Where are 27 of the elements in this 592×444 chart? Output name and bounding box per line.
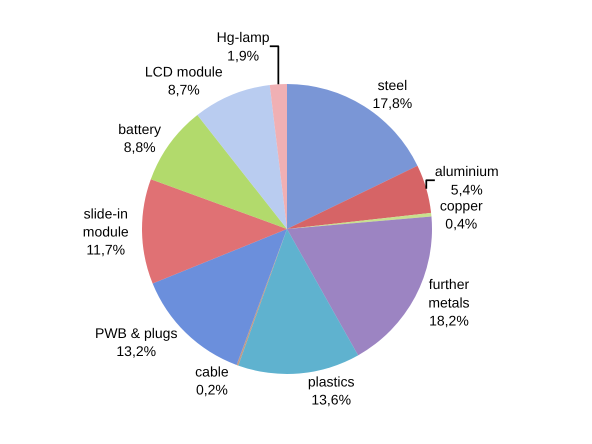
data-label: 0,4% [445,216,478,232]
slice-label: aluminium [434,163,499,180]
slice-label: LCD module [144,63,223,80]
pie-slice [287,212,432,229]
pie-slice [287,166,432,229]
slice-label: copper [440,197,483,214]
data-label: 13,2% [116,342,156,359]
slice-label: steel [378,76,408,93]
pie-slice [238,229,358,374]
data-label: 5,4% [450,181,483,198]
data-label: 13,6% [311,392,352,408]
slice-label: cable [195,363,229,380]
slice-label: PWB & plugs [94,324,178,341]
data-label: 8,7% [168,82,200,98]
slice-label: battery [118,120,162,137]
pie-slice [142,179,287,284]
slice-label: Hg-lamp [216,29,270,46]
data-label: 8,8% [124,139,156,156]
data-label: 18,2% [429,312,469,329]
pie-slice [270,84,287,229]
slice-label: further metals [428,276,470,310]
data-label: 17,8% [372,94,412,111]
slice-label: slide-in module [82,205,129,240]
slice-label: plastics [308,373,355,390]
data-label: 11,7% [86,242,126,258]
data-label: 0,2% [196,381,228,398]
data-label: 1,9% [227,47,260,64]
